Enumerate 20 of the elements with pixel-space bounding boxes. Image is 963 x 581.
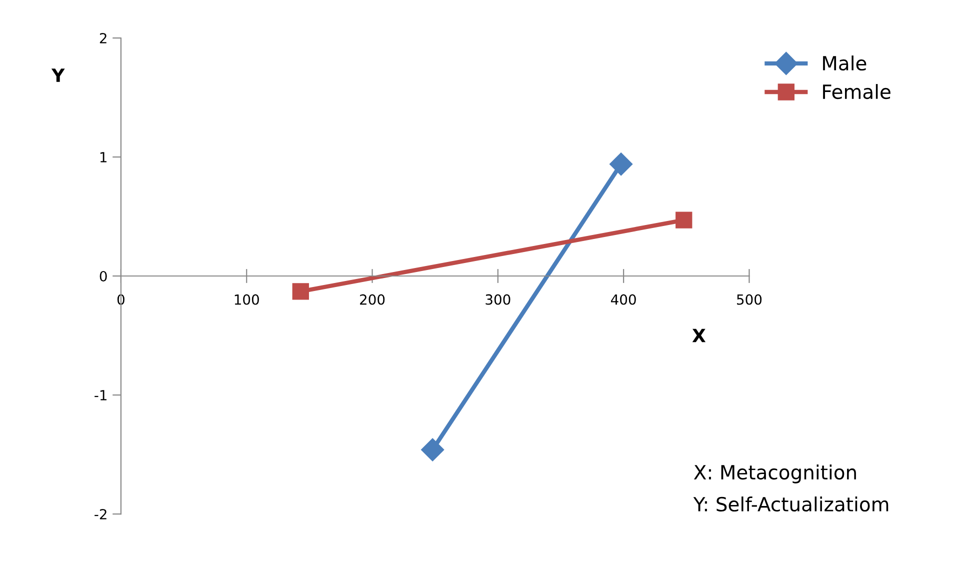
y-tick-label: 1 bbox=[100, 152, 106, 162]
x-tick-label: 100 bbox=[234, 294, 259, 305]
point bbox=[610, 152, 633, 176]
x-axis-title: X bbox=[692, 328, 706, 342]
y-tick-label: 0 bbox=[100, 270, 107, 282]
y-tick-label: 2 bbox=[100, 32, 106, 44]
legend-label: Male bbox=[823, 55, 866, 71]
x-tick-label: 500 bbox=[737, 294, 762, 305]
y-tick-label: -2 bbox=[94, 508, 106, 520]
point bbox=[421, 438, 444, 462]
annotation: X: Metacognition bbox=[694, 464, 856, 484]
y-axis-title: Y bbox=[51, 68, 65, 82]
point bbox=[292, 283, 309, 300]
x-tick-label: 200 bbox=[360, 294, 385, 305]
x-tick-label: 300 bbox=[486, 294, 510, 305]
legend-label: Female bbox=[823, 84, 890, 100]
annotation: Y: Self-Actualizatiom bbox=[693, 496, 888, 512]
point bbox=[676, 212, 692, 228]
x-tick-label: 400 bbox=[610, 294, 636, 305]
y-tick-label: -1 bbox=[94, 390, 106, 400]
